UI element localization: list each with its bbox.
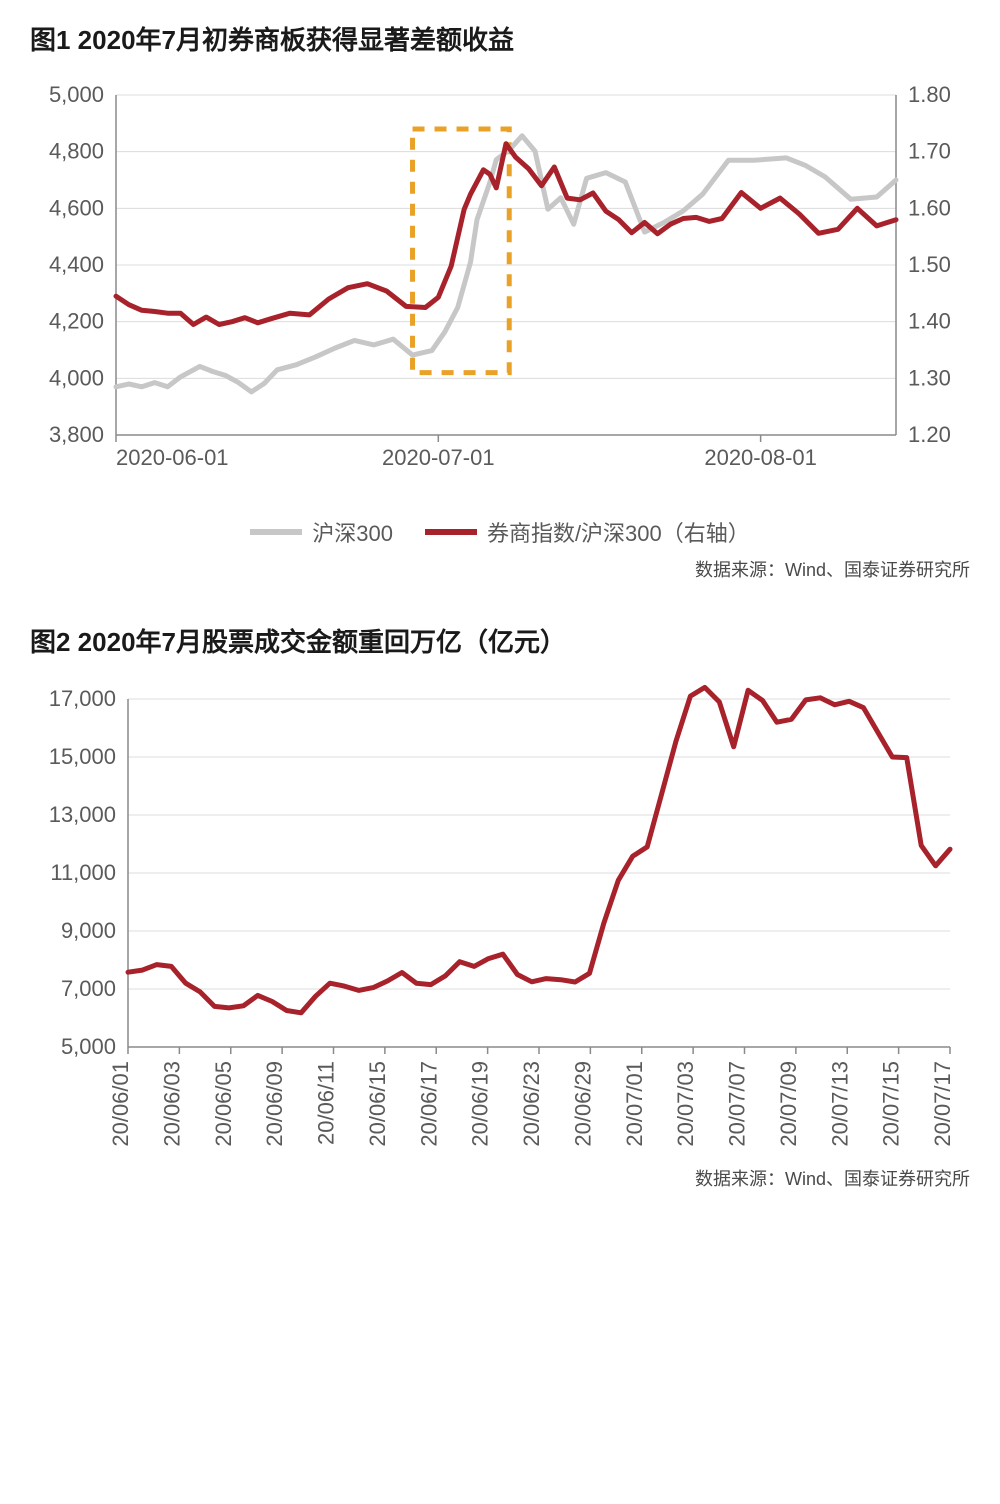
- svg-text:20/06/19: 20/06/19: [468, 1061, 493, 1147]
- svg-text:4,600: 4,600: [49, 195, 104, 220]
- chart1-block: 图1 2020年7月初券商板获得显著差额收益 3,800 4,000 4,200 4,…: [30, 20, 970, 582]
- svg-text:1.70: 1.70: [908, 139, 951, 164]
- svg-text:20/06/09: 20/06/09: [262, 1061, 287, 1147]
- svg-text:17,000: 17,000: [49, 686, 116, 711]
- svg-text:1.30: 1.30: [908, 365, 951, 390]
- legend-item: 券商指数/沪深300（右轴）: [425, 516, 750, 548]
- svg-text:4,800: 4,800: [49, 139, 104, 164]
- legend-item: 沪深300: [250, 516, 393, 548]
- svg-text:1.20: 1.20: [908, 422, 951, 447]
- svg-text:2020-08-01: 2020-08-01: [704, 445, 817, 470]
- svg-text:7,000: 7,000: [61, 976, 116, 1001]
- chart1-source: 数据来源：Wind、国泰证券研究所: [30, 556, 970, 582]
- chart1-svg: 3,800 4,000 4,200 4,400 4,600 4,800 5,000 1.20 1…: [30, 75, 970, 505]
- svg-text:5,000: 5,000: [61, 1034, 116, 1059]
- svg-text:1.80: 1.80: [908, 82, 951, 107]
- svg-text:20/06/05: 20/06/05: [211, 1061, 236, 1147]
- svg-text:20/06/17: 20/06/17: [416, 1061, 441, 1147]
- svg-text:13,000: 13,000: [49, 802, 116, 827]
- svg-text:11,000: 11,000: [50, 860, 116, 885]
- svg-text:20/06/11: 20/06/11: [314, 1061, 339, 1145]
- svg-text:20/06/23: 20/06/23: [519, 1061, 544, 1147]
- chart2-title: 图2 2020年7月股票成交金额重回万亿（亿元）: [30, 622, 970, 659]
- svg-text:20/07/17: 20/07/17: [930, 1061, 955, 1147]
- svg-text:15,000: 15,000: [49, 744, 116, 769]
- svg-text:3,800: 3,800: [49, 422, 104, 447]
- svg-text:4,000: 4,000: [49, 365, 104, 390]
- svg-text:4,400: 4,400: [49, 252, 104, 277]
- svg-text:4,200: 4,200: [49, 309, 104, 334]
- svg-text:20/07/13: 20/07/13: [827, 1061, 852, 1147]
- chart2-source: 数据来源：Wind、国泰证券研究所: [30, 1165, 970, 1191]
- chart2-svg: 5,000 7,000 9,000 11,000 13,000 15,000 17,000 2…: [30, 677, 970, 1157]
- svg-text:9,000: 9,000: [61, 918, 116, 943]
- svg-text:2020-07-01: 2020-07-01: [382, 445, 495, 470]
- svg-text:20/06/29: 20/06/29: [570, 1061, 595, 1147]
- chart2-block: 图2 2020年7月股票成交金额重回万亿（亿元） 5,000 7,000 9,000…: [30, 622, 970, 1191]
- svg-text:20/07/03: 20/07/03: [673, 1061, 698, 1147]
- svg-text:20/06/15: 20/06/15: [365, 1061, 390, 1147]
- svg-text:20/07/07: 20/07/07: [725, 1061, 750, 1147]
- svg-text:20/07/09: 20/07/09: [776, 1061, 801, 1147]
- svg-text:1.50: 1.50: [908, 252, 951, 277]
- svg-text:20/07/01: 20/07/01: [622, 1061, 647, 1147]
- svg-text:20/06/01: 20/06/01: [108, 1061, 133, 1147]
- chart1-legend: 沪深300 券商指数/沪深300（右轴）: [30, 515, 970, 548]
- svg-text:20/06/03: 20/06/03: [159, 1061, 184, 1147]
- svg-text:20/07/15: 20/07/15: [879, 1061, 904, 1147]
- chart1-title: 图1 2020年7月初券商板获得显著差额收益: [30, 20, 970, 57]
- svg-text:5,000: 5,000: [49, 82, 104, 107]
- svg-text:2020-06-01: 2020-06-01: [116, 445, 229, 470]
- svg-text:1.60: 1.60: [908, 195, 951, 220]
- svg-text:1.40: 1.40: [908, 309, 951, 334]
